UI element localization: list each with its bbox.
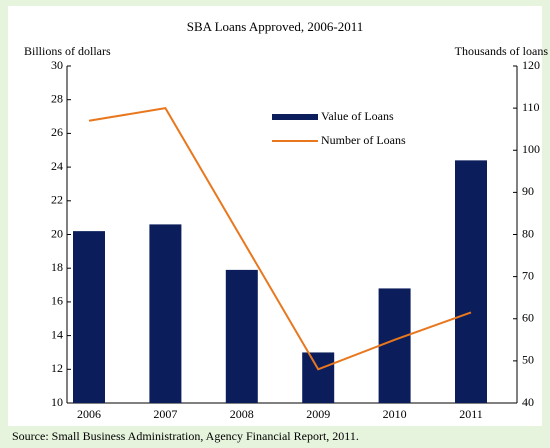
- y-tick-label: 16: [51, 294, 63, 308]
- y-tick-label: 20: [51, 226, 63, 240]
- x-tick-label: 2011: [459, 407, 483, 421]
- bar: [455, 160, 487, 403]
- y-tick-label: 18: [51, 260, 63, 274]
- y-tick-label: 30: [51, 58, 63, 72]
- y-tick-label: 12: [51, 361, 63, 375]
- y2-tick-label: 50: [522, 353, 534, 367]
- x-tick-label: 2010: [383, 407, 407, 421]
- legend-label: Number of Loans: [321, 133, 406, 147]
- y2-tick-label: 110: [522, 100, 540, 114]
- y-tick-label: 14: [51, 327, 63, 341]
- bar: [378, 288, 411, 403]
- y2-tick-label: 120: [522, 58, 540, 72]
- bar: [225, 269, 258, 403]
- y-axis-label: Billions of dollars: [24, 44, 111, 58]
- y2-axis-label: Thousands of loans: [455, 44, 549, 58]
- bar: [73, 231, 105, 403]
- y2-tick-label: 60: [522, 311, 534, 325]
- y2-tick-label: 100: [522, 142, 540, 156]
- x-tick-label: 2009: [306, 407, 330, 421]
- y-tick-label: 24: [51, 159, 63, 173]
- y-tick-label: 10: [51, 395, 63, 409]
- y-tick-label: 26: [51, 125, 63, 139]
- legend-swatch: [272, 114, 318, 120]
- legend-label: Value of Loans: [321, 109, 394, 123]
- bar: [302, 352, 335, 403]
- source: Source: Small Business Administration, A…: [12, 429, 359, 443]
- x-tick-label: 2006: [77, 407, 101, 421]
- chart-title: SBA Loans Approved, 2006-2011: [187, 19, 363, 34]
- y2-tick-label: 40: [522, 395, 534, 409]
- bar: [149, 224, 182, 403]
- y-tick-label: 28: [51, 91, 63, 105]
- y2-tick-label: 90: [522, 184, 534, 198]
- x-tick-label: 2007: [153, 407, 177, 421]
- line: [88, 107, 472, 371]
- y2-tick-label: 80: [522, 226, 534, 240]
- x-tick-label: 2008: [230, 407, 254, 421]
- y2-tick-label: 70: [522, 268, 534, 282]
- y-tick-label: 22: [51, 193, 63, 207]
